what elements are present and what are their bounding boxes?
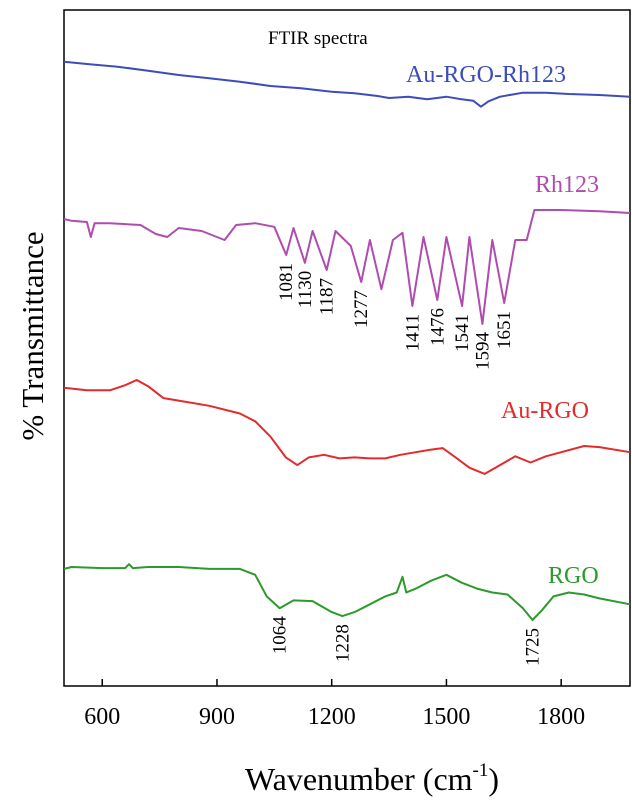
x-tick-label-900: 900 <box>199 704 235 730</box>
x-axis-ticks <box>101 679 562 686</box>
peak-label-rh123-1277: 1277 <box>351 290 372 328</box>
y-axis-label: % Transmittance <box>15 231 50 440</box>
peak-label-rgo-1064: 1064 <box>270 616 291 655</box>
peak-label-rh123-1130: 1130 <box>295 271 316 308</box>
peak-label-rh123-1541: 1541 <box>452 314 473 352</box>
x-axis-label: Wavenumber (cm-1) <box>245 760 499 797</box>
x-axis-label-close: ) <box>488 761 499 797</box>
series-label-rh123: Rh123 <box>535 172 599 198</box>
x-axis-label-main: Wavenumber (cm <box>245 761 473 797</box>
chart-title: FTIR spectra <box>268 28 368 49</box>
peak-label-rh123-1651: 1651 <box>494 311 515 349</box>
x-tick-label-1800: 1800 <box>537 704 585 730</box>
peak-label-rh123-1594: 1594 <box>472 332 493 371</box>
series-line-rgo <box>63 563 631 621</box>
x-axis-tick-labels: 600 900 1200 1500 1800 <box>84 704 585 730</box>
series-labels: Au-RGO-Rh123 Rh123 Au-RGO RGO <box>406 62 599 589</box>
series-line-au-rgo-rh123 <box>63 60 631 108</box>
x-axis-label-superscript: -1 <box>473 760 489 781</box>
series-label-au-rgo: Au-RGO <box>501 398 589 424</box>
peak-label-rh123-1411: 1411 <box>402 314 423 351</box>
peak-label-rh123-1187: 1187 <box>317 278 338 315</box>
series-line-au-rgo <box>63 379 631 475</box>
series-label-rgo: RGO <box>548 563 599 589</box>
plot-frame <box>63 9 631 687</box>
series-line-rh123 <box>63 209 631 325</box>
peak-label-rh123-1081: 1081 <box>276 263 297 301</box>
peak-label-rgo-1228: 1228 <box>332 624 353 662</box>
x-tick-label-600: 600 <box>84 704 120 730</box>
x-tick-label-1500: 1500 <box>422 704 470 730</box>
peak-label-rh123-1476: 1476 <box>427 308 448 346</box>
x-tick-label-1200: 1200 <box>308 704 356 730</box>
series-label-au-rgo-rh123: Au-RGO-Rh123 <box>406 62 566 88</box>
series-lines <box>63 60 631 621</box>
peak-label-rgo-1725: 1725 <box>523 628 544 666</box>
